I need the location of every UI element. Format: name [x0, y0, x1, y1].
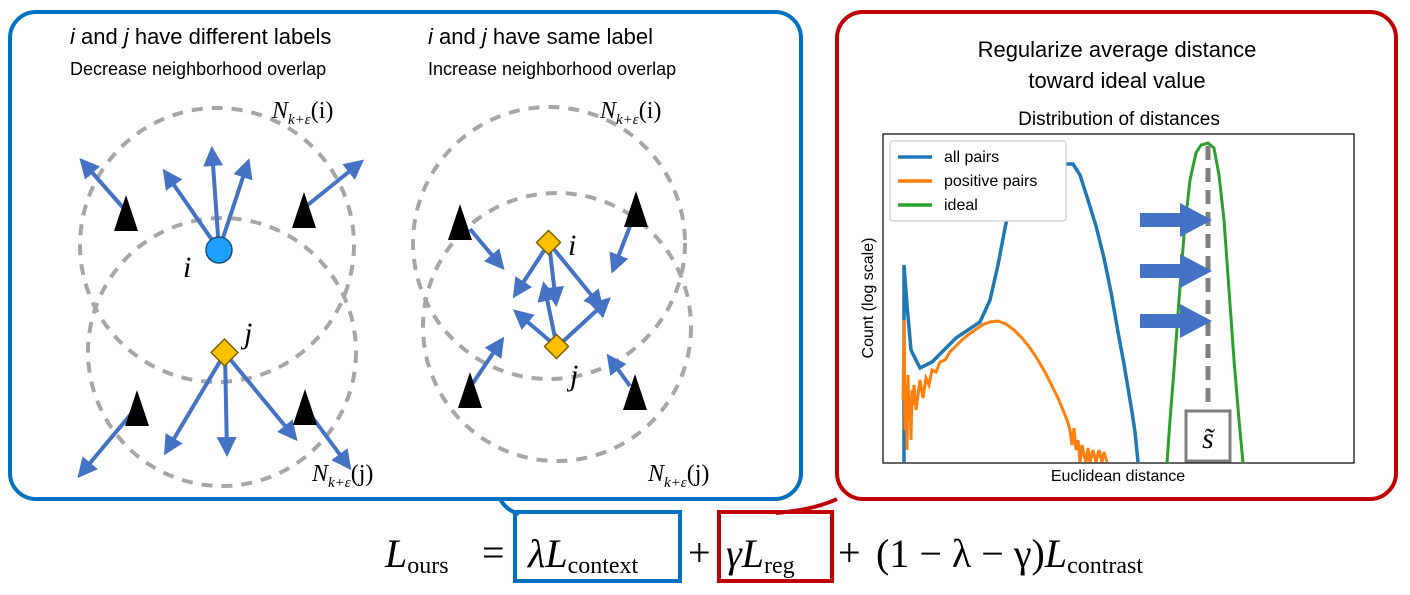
repel-arrows-from-i	[79, 146, 365, 252]
positive-pairs-curve	[901, 319, 1109, 463]
legend-box	[889, 140, 1067, 222]
node-j-diamond	[210, 338, 239, 367]
neighborhood-i-circle	[411, 105, 687, 381]
push-arrows	[1140, 203, 1212, 338]
negative-sample-triangle	[292, 192, 316, 228]
regularization-panel-frame	[835, 10, 1398, 501]
contrast-term: (1 − λ − γ)Lcontrast	[876, 531, 1143, 579]
chart-legend: all pairs positive pairs ideal	[889, 140, 1067, 222]
plus-sign: +	[688, 530, 711, 575]
s-tilde-label: s̃	[1202, 422, 1215, 455]
context-term-box	[513, 510, 682, 583]
same-label-title: i and j have same label	[428, 24, 653, 49]
node-i-label: i	[568, 229, 576, 262]
different-labels-title: i and j have different labels	[70, 24, 331, 49]
context-term: λLcontext	[527, 531, 639, 579]
neighborhood-i-label: Nk+ε(i)	[271, 98, 333, 128]
y-axis-label: Count (log scale)	[860, 238, 877, 359]
ideal-curve	[1165, 141, 1245, 463]
neighborhood-j-circle	[86, 216, 358, 488]
legend-label-positive-pairs: positive pairs	[944, 173, 1037, 190]
legend-label-ideal: ideal	[944, 197, 978, 214]
regularize-title-line2: toward ideal value	[1028, 68, 1205, 93]
positive-sample-triangle	[458, 372, 482, 408]
decrease-overlap-subtitle: Decrease neighborhood overlap	[70, 59, 326, 79]
increase-overlap-subtitle: Increase neighborhood overlap	[428, 59, 676, 79]
s-tilde-box	[1184, 409, 1232, 463]
negative-sample-triangle	[114, 195, 138, 231]
different-labels-diagram: Nk+ε(i) Nk+ε(j) i j	[77, 98, 373, 491]
positive-sample-triangle	[623, 374, 647, 410]
x-axis-label: Euclidean distance	[1051, 468, 1185, 485]
node-j-label: j	[566, 359, 578, 392]
loss-equation: Lours = λLcontext + γLreg + (1 − λ − γ)L…	[384, 530, 1143, 579]
chart-title: Distribution of distances	[1018, 109, 1220, 130]
equals-sign: =	[482, 530, 505, 575]
positive-sample-triangle	[624, 191, 648, 227]
plus-sign: +	[838, 530, 861, 575]
neighborhood-j-label: Nk+ε(j)	[647, 461, 709, 491]
node-i-label: i	[183, 251, 191, 284]
node-i-diamond	[535, 229, 562, 256]
anchor-node-i	[205, 236, 233, 264]
neighborhood-i-label: Nk+ε(i)	[599, 98, 661, 128]
context-panel-frame	[8, 10, 803, 501]
neighborhood-i-circle	[78, 106, 356, 384]
legend-label-all-pairs: all pairs	[944, 149, 999, 166]
positive-sample-triangle	[448, 204, 472, 240]
negative-sample-triangle	[293, 389, 317, 425]
regularize-title-line1: Regularize average distance	[978, 37, 1257, 62]
same-label-diagram: Nk+ε(i) Nk+ε(j) i j	[411, 98, 709, 491]
neighborhood-j-label: Nk+ε(j)	[311, 461, 373, 491]
negative-sample-triangle	[125, 390, 149, 426]
loss-lhs: Lours	[384, 531, 449, 579]
node-j-diamond	[543, 333, 570, 360]
reg-term-box	[717, 510, 834, 583]
node-j-label: j	[240, 317, 252, 350]
reg-term: γLreg	[726, 531, 795, 579]
distance-distribution-chart: s̃ all pairs positive pairs ideal Euclid…	[860, 133, 1355, 485]
neighborhood-j-circle	[421, 191, 693, 463]
